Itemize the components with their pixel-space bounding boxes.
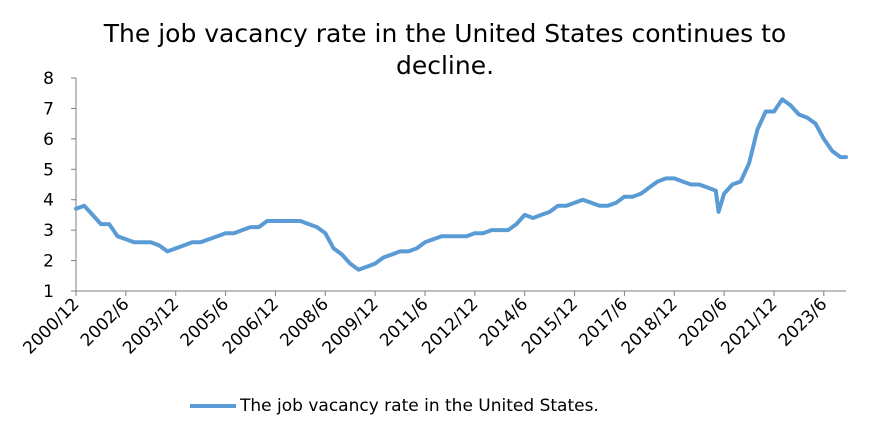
chart-axes — [75, 78, 846, 292]
y-tick-label: 2 — [43, 252, 54, 272]
y-tick-label: 1 — [43, 282, 54, 302]
x-axis-ticks: 2000/122002/62003/122005/62006/122008/62… — [19, 291, 831, 358]
x-tick-label: 2023/6 — [775, 294, 831, 350]
y-tick-label: 6 — [43, 130, 54, 150]
y-tick-label: 4 — [43, 191, 54, 211]
y-tick-label: 7 — [43, 99, 54, 119]
x-tick-label: 2000/12 — [19, 294, 83, 358]
y-axis-ticks: 1 2 3 4 5 6 7 8 — [43, 69, 76, 302]
y-tick-label: 3 — [43, 221, 54, 241]
chart-title: The job vacancy rate in the United State… — [103, 19, 787, 80]
legend-swatch — [190, 404, 236, 408]
series-line — [74, 97, 848, 272]
series-lines — [74, 97, 848, 272]
y-tick-label: 8 — [43, 69, 54, 89]
y-tick-label: 5 — [43, 160, 54, 180]
chart-legend: The job vacancy rate in the United State… — [190, 395, 599, 417]
legend-label: The job vacancy rate in the United State… — [240, 396, 599, 416]
